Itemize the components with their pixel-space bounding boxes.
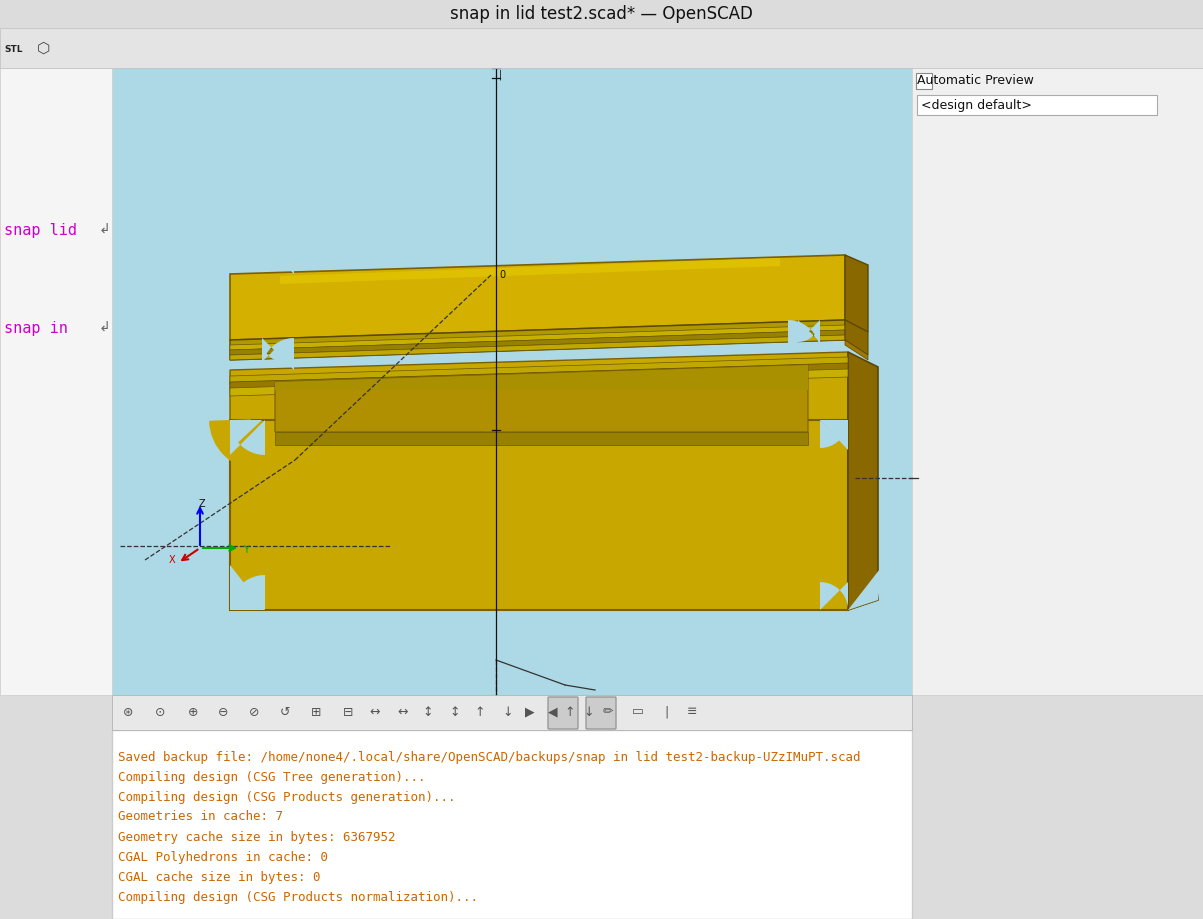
Polygon shape — [230, 420, 848, 610]
Polygon shape — [230, 320, 845, 360]
Text: ↲: ↲ — [99, 223, 109, 237]
Polygon shape — [275, 432, 808, 445]
Text: ⊘: ⊘ — [249, 706, 260, 719]
FancyBboxPatch shape — [0, 0, 1203, 28]
Text: |: | — [664, 706, 668, 719]
Text: ↓: ↓ — [583, 706, 594, 719]
Text: ↔: ↔ — [369, 706, 380, 719]
Text: ⬡: ⬡ — [37, 40, 51, 55]
Polygon shape — [230, 369, 848, 396]
Text: 0: 0 — [499, 58, 505, 68]
Text: Compiling design (CSG Tree generation)...: Compiling design (CSG Tree generation)..… — [118, 770, 426, 784]
Text: CGAL cache size in bytes: 0: CGAL cache size in bytes: 0 — [118, 870, 320, 883]
Polygon shape — [798, 320, 820, 342]
Text: ↕: ↕ — [422, 706, 433, 719]
Polygon shape — [845, 340, 869, 360]
Text: Z: Z — [198, 499, 206, 509]
Polygon shape — [845, 320, 869, 355]
Text: ↕: ↕ — [450, 706, 461, 719]
Text: ⊞: ⊞ — [310, 706, 321, 719]
Polygon shape — [820, 420, 848, 448]
Polygon shape — [230, 325, 845, 350]
Text: ↓: ↓ — [503, 706, 514, 719]
FancyBboxPatch shape — [917, 95, 1157, 115]
Text: snap lid: snap lid — [4, 222, 77, 237]
FancyBboxPatch shape — [0, 68, 112, 695]
Text: ⊛: ⊛ — [123, 706, 134, 719]
Polygon shape — [280, 258, 780, 284]
Polygon shape — [230, 330, 845, 355]
FancyBboxPatch shape — [0, 28, 1203, 68]
Text: 0: 0 — [499, 270, 505, 280]
Polygon shape — [820, 420, 848, 450]
Polygon shape — [230, 352, 848, 420]
Polygon shape — [788, 320, 820, 352]
Polygon shape — [230, 255, 845, 340]
Text: ⊕: ⊕ — [188, 706, 198, 719]
Text: ▶: ▶ — [526, 706, 535, 719]
Polygon shape — [230, 600, 878, 610]
Text: CGAL Polyhedrons in cache: 0: CGAL Polyhedrons in cache: 0 — [118, 850, 328, 864]
Text: ↲: ↲ — [99, 321, 109, 335]
Polygon shape — [845, 255, 869, 332]
Text: ⊖: ⊖ — [218, 706, 229, 719]
Text: ✓: ✓ — [918, 77, 928, 87]
FancyBboxPatch shape — [912, 48, 1203, 695]
Text: snap in: snap in — [4, 321, 67, 335]
FancyBboxPatch shape — [112, 48, 912, 695]
FancyBboxPatch shape — [112, 730, 912, 919]
Polygon shape — [230, 575, 265, 610]
Polygon shape — [230, 357, 848, 384]
Polygon shape — [262, 338, 294, 370]
Text: |: | — [499, 70, 502, 80]
Polygon shape — [262, 242, 294, 274]
Polygon shape — [230, 565, 265, 610]
Polygon shape — [230, 420, 265, 455]
Polygon shape — [230, 335, 845, 360]
Text: STL: STL — [5, 46, 23, 54]
FancyBboxPatch shape — [112, 695, 912, 730]
Text: Y: Y — [243, 545, 249, 555]
FancyBboxPatch shape — [549, 697, 577, 729]
Text: Automatic Preview: Automatic Preview — [917, 74, 1033, 87]
Polygon shape — [262, 340, 284, 362]
Text: ↺: ↺ — [280, 706, 290, 719]
Polygon shape — [788, 223, 820, 255]
Polygon shape — [275, 365, 808, 432]
Text: ≡: ≡ — [687, 706, 698, 719]
Text: Compiling design (CSG Products generation)...: Compiling design (CSG Products generatio… — [118, 790, 456, 803]
Text: ↑: ↑ — [475, 706, 485, 719]
Text: Saved backup file: /home/none4/.local/share/OpenSCAD/backups/snap in lid test2-b: Saved backup file: /home/none4/.local/sh… — [118, 751, 860, 764]
Polygon shape — [230, 363, 848, 390]
Polygon shape — [820, 582, 848, 610]
Text: ▭: ▭ — [632, 706, 644, 719]
Text: Geometries in cache: 7: Geometries in cache: 7 — [118, 811, 283, 823]
Text: ⊟: ⊟ — [343, 706, 354, 719]
Text: Compiling design (CSG Products normalization)...: Compiling design (CSG Products normaliza… — [118, 891, 478, 903]
Text: ⊙: ⊙ — [155, 706, 165, 719]
Polygon shape — [230, 420, 262, 450]
Polygon shape — [848, 352, 878, 610]
Text: Geometry cache size in bytes: 6367952: Geometry cache size in bytes: 6367952 — [118, 831, 396, 844]
FancyBboxPatch shape — [586, 697, 616, 729]
Text: ↑: ↑ — [564, 706, 575, 719]
Text: snap in lid test2.scad* — OpenSCAD: snap in lid test2.scad* — OpenSCAD — [450, 5, 753, 23]
Text: X: X — [168, 555, 174, 565]
Text: ↔: ↔ — [398, 706, 408, 719]
Text: <design default>: <design default> — [921, 98, 1032, 111]
Text: ◀: ◀ — [549, 706, 558, 719]
Text: ✏: ✏ — [603, 706, 614, 719]
Polygon shape — [275, 365, 808, 390]
Polygon shape — [848, 565, 883, 610]
FancyBboxPatch shape — [915, 73, 932, 89]
